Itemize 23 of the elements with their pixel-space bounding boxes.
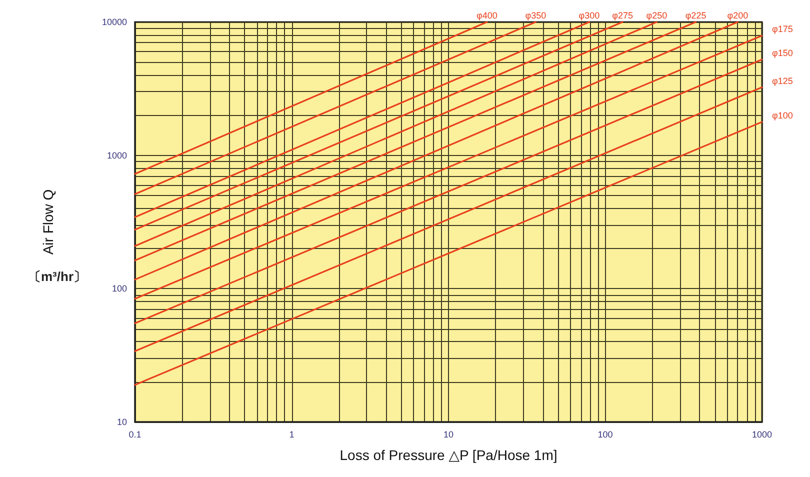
y-tick-label: 1000 [106, 150, 127, 160]
series-label: φ350 [525, 10, 546, 20]
series-label: φ225 [685, 10, 706, 20]
y-tick-label: 10000 [102, 17, 127, 27]
x-axis-title: Loss of Pressure △P [Pa/Hose 1m] [340, 447, 558, 463]
series-label: φ275 [612, 10, 634, 20]
series-label: φ200 [727, 10, 748, 20]
series-label: φ100 [772, 110, 793, 120]
series-label: φ125 [772, 76, 793, 86]
series-label: φ300 [578, 10, 600, 20]
x-tick-label: 1 [289, 430, 294, 440]
series-label: φ400 [476, 10, 498, 20]
y-axis-title: Air Flow Q [40, 189, 56, 255]
y-tick-label: 100 [112, 284, 127, 294]
series-label: φ175 [772, 24, 793, 34]
text: 〔m³/hr〕 [28, 269, 86, 284]
series-label: φ150 [772, 48, 793, 58]
x-tick-label: 1000 [752, 430, 772, 440]
y-tick-label: 10 [116, 417, 127, 427]
x-tick-label: 10 [443, 430, 454, 440]
series-label: φ250 [646, 10, 668, 20]
x-tick-label: 0.1 [128, 430, 142, 440]
x-tick-label: 100 [598, 430, 613, 440]
